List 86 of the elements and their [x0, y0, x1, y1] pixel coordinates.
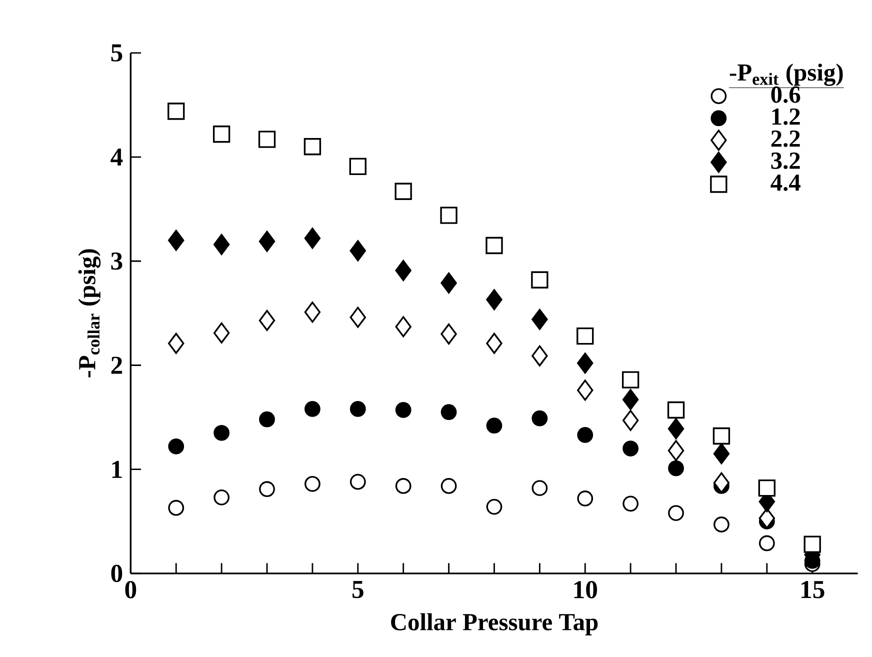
point — [668, 504, 684, 521]
point — [576, 327, 594, 344]
point — [440, 323, 457, 344]
y-tick-label: 3 — [111, 252, 122, 270]
y-tick-label: 2 — [111, 356, 122, 374]
point — [622, 388, 639, 410]
point — [712, 427, 730, 444]
point — [168, 500, 184, 516]
y-tick-label: 5 — [111, 44, 122, 62]
point — [395, 316, 412, 338]
x-axis-title: Collar Pressure Tap — [391, 613, 598, 636]
point — [622, 496, 639, 512]
y-axis-title: -P$_{collar}$ (psig) — [78, 249, 101, 378]
y-tick-label: 4 — [110, 148, 123, 166]
point — [668, 460, 684, 476]
point — [667, 401, 685, 418]
x-tick-label: 10 — [574, 580, 598, 598]
point — [486, 498, 502, 515]
point — [486, 417, 502, 434]
point — [258, 230, 276, 252]
point — [531, 271, 548, 288]
legend-label: 3.2 — [771, 152, 800, 169]
point — [577, 490, 594, 506]
point — [758, 535, 775, 551]
point — [714, 516, 730, 532]
point — [577, 426, 594, 443]
point — [258, 130, 276, 148]
point — [168, 332, 184, 354]
point — [577, 380, 594, 401]
y-tick-label: 0 — [111, 564, 122, 582]
point — [440, 206, 458, 224]
point — [214, 489, 230, 506]
point — [394, 182, 412, 200]
point — [622, 440, 639, 456]
point — [304, 138, 322, 156]
point — [349, 158, 366, 175]
point — [168, 102, 185, 120]
legend-title: -P$_{exit}$ (psig) — [730, 63, 843, 86]
point — [440, 272, 457, 294]
point — [486, 288, 502, 310]
point — [532, 345, 548, 366]
x-tick-label: 15 — [802, 580, 824, 598]
point — [214, 424, 230, 441]
legend-label: 1.2 — [772, 108, 800, 125]
point — [304, 476, 320, 492]
x-tick-label: 5 — [352, 580, 364, 598]
point — [350, 474, 366, 490]
point — [259, 411, 275, 428]
point — [440, 404, 457, 420]
point — [622, 410, 639, 431]
point — [486, 332, 502, 354]
point — [532, 410, 548, 426]
point — [440, 478, 457, 494]
point — [350, 240, 366, 262]
point — [212, 125, 230, 143]
point — [350, 306, 366, 328]
point — [395, 260, 412, 281]
point — [213, 234, 230, 255]
point — [668, 418, 684, 440]
legend-label: 0.6 — [771, 86, 800, 103]
point — [577, 352, 594, 374]
point — [486, 236, 503, 254]
point — [258, 310, 276, 331]
legend-label: 4.4 — [770, 174, 800, 191]
x-tick-label: 0 — [125, 580, 136, 598]
y-tick-label: 1 — [112, 460, 122, 478]
point — [304, 400, 320, 417]
point — [804, 536, 821, 553]
legend-label: 2.2 — [771, 130, 800, 147]
point — [758, 479, 776, 496]
point — [532, 480, 548, 496]
point — [350, 400, 366, 417]
point — [622, 371, 640, 388]
point — [713, 472, 730, 494]
point — [532, 308, 548, 330]
point — [713, 443, 730, 464]
point — [304, 301, 321, 322]
point — [168, 438, 184, 454]
point — [758, 508, 776, 529]
point — [395, 478, 412, 494]
point — [213, 322, 230, 344]
point — [304, 228, 321, 249]
point — [395, 402, 412, 418]
point — [668, 440, 684, 461]
point — [168, 230, 184, 251]
point — [259, 480, 275, 497]
